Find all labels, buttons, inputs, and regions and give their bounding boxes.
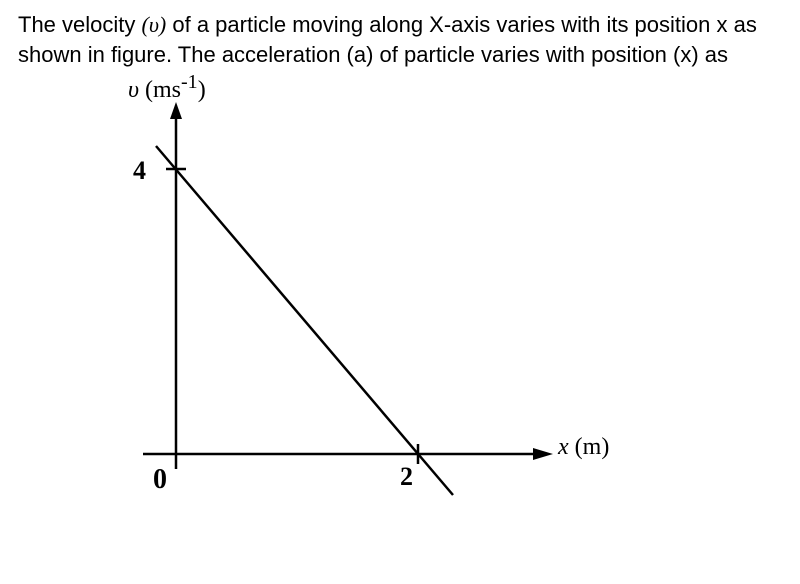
graph-svg — [58, 74, 658, 514]
velocity-position-graph: υ (ms-1) 4 0 2 x (m) — [58, 74, 658, 514]
velocity-line — [156, 146, 453, 495]
x-axis-arrow — [533, 448, 553, 460]
y-axis-arrow — [170, 102, 182, 119]
question-part1: The velocity — [18, 12, 142, 37]
velocity-symbol: (υ) — [142, 12, 167, 37]
question-text: The velocity (υ) of a particle moving al… — [18, 10, 782, 69]
